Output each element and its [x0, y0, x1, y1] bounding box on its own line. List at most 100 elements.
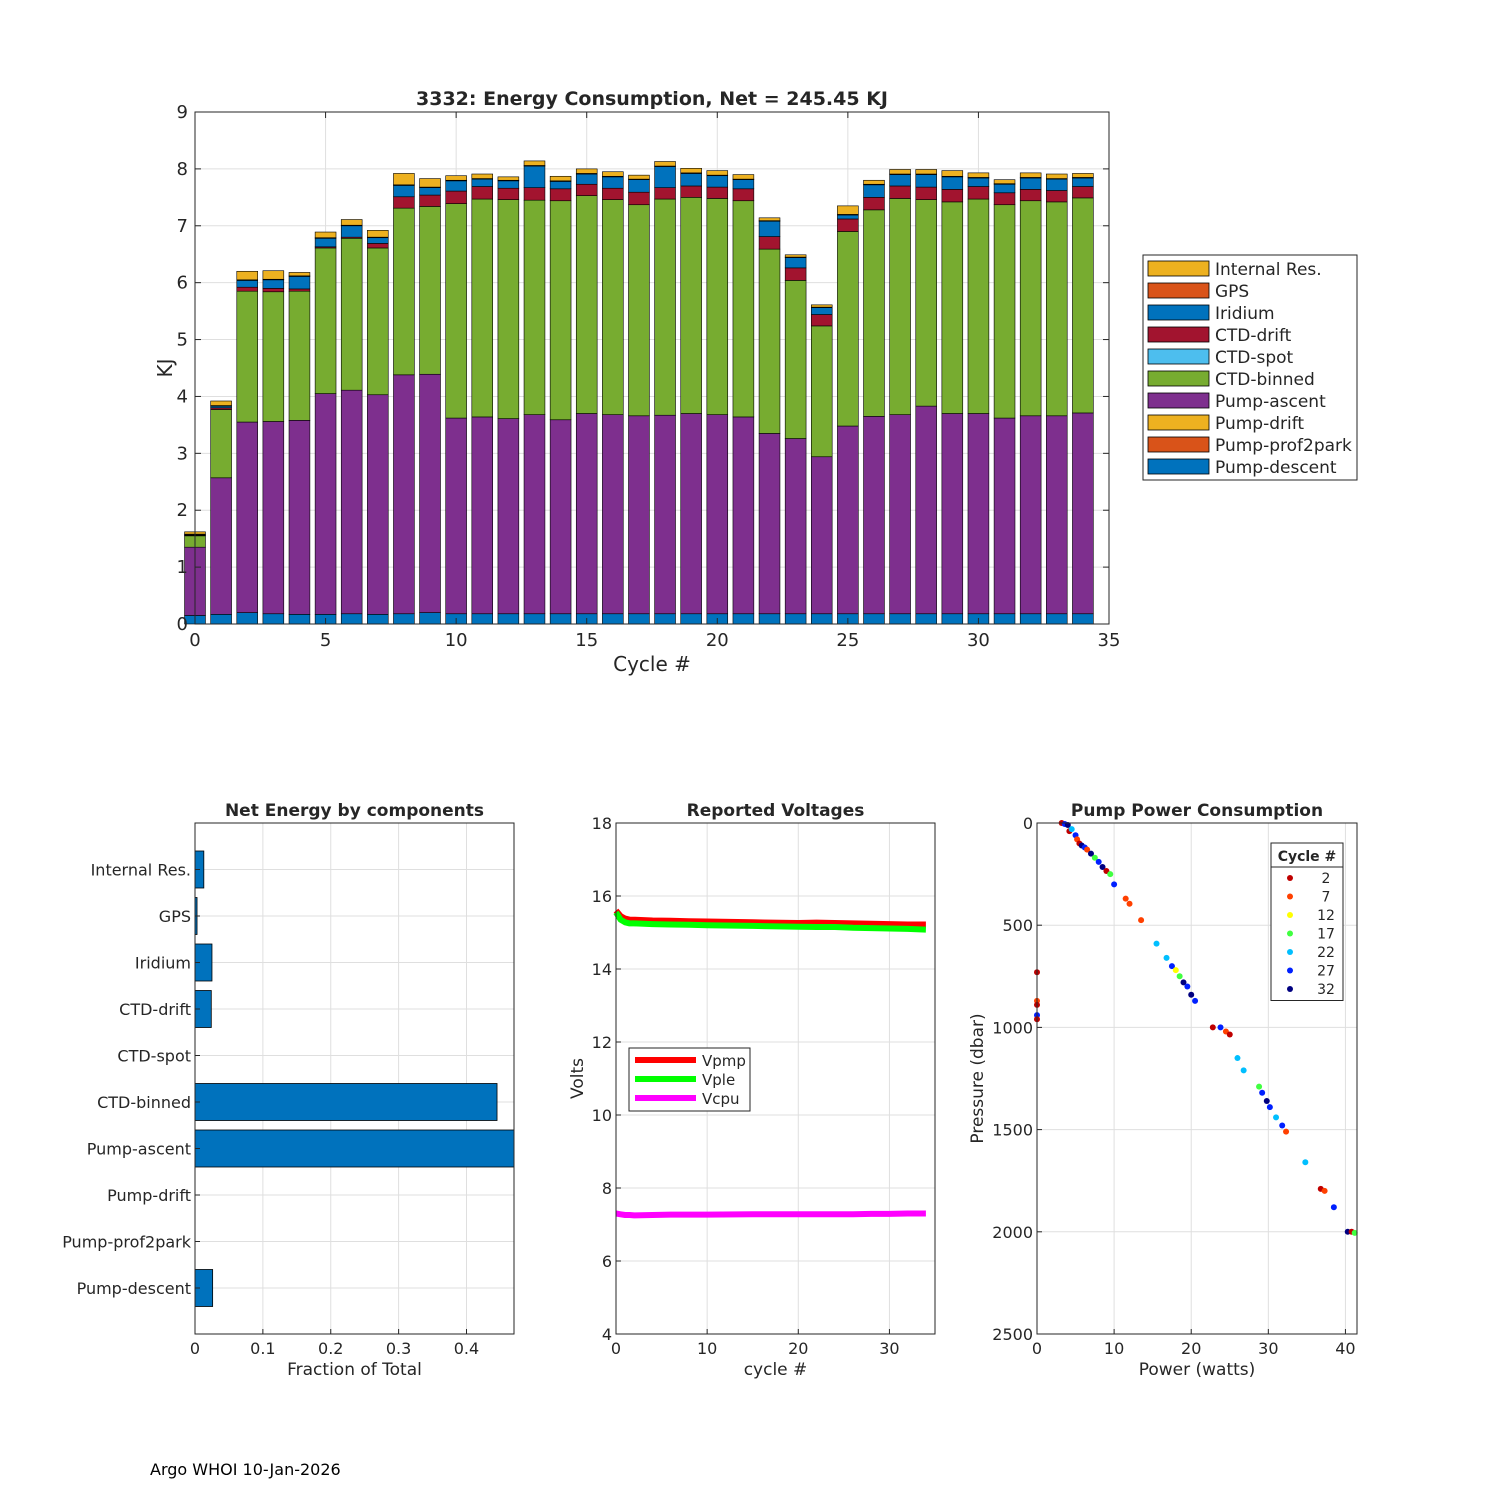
y-tick-label: 5 — [177, 330, 188, 351]
x-tick-label: 0.2 — [318, 1339, 343, 1358]
bar-iridium — [915, 174, 937, 188]
scatter-point — [1153, 940, 1160, 947]
scatter-point — [1084, 846, 1091, 853]
bar-iridium — [1072, 177, 1094, 187]
plot-box — [1036, 822, 1358, 1335]
bar-internal-res — [732, 174, 755, 180]
scatter-point — [1217, 1024, 1224, 1031]
y-tick-label: 8 — [602, 1179, 612, 1198]
x-tick-label: 0 — [189, 630, 200, 651]
bar-iridium — [262, 279, 285, 289]
legend-label-pump-prof2park: Pump-prof2park — [1215, 436, 1352, 456]
x-tick-label: 10 — [697, 1339, 717, 1358]
bar-ctd-binned — [236, 290, 258, 423]
x-tick-label: 40 — [1335, 1339, 1355, 1358]
bar-internal-res — [419, 178, 441, 188]
x-axis-label: Fraction of Total — [287, 1360, 422, 1380]
chart-title: Reported Voltages — [687, 801, 865, 821]
bar-internal-res — [367, 230, 389, 238]
bar-pump-descent — [549, 613, 572, 625]
legend-swatch-iridium — [1147, 304, 1210, 321]
bar-internal-res — [288, 272, 311, 277]
scatter-point — [1091, 854, 1098, 861]
bar-pump-descent — [810, 613, 833, 625]
bar-ctd-binned — [993, 204, 1016, 419]
legend-box — [1270, 842, 1344, 1001]
bar-ctd-binned — [810, 325, 833, 458]
legend-label-pump-ascent: Pump-ascent — [1215, 392, 1326, 412]
bar-iridium — [236, 280, 258, 288]
y-tick-label: 12 — [592, 1033, 612, 1052]
bar-iridium — [810, 307, 833, 315]
y-tick-label: 18 — [592, 814, 612, 833]
plot-box — [615, 822, 936, 1335]
bar-ctd-binned — [549, 200, 572, 421]
y-tick-label: 9 — [177, 102, 188, 123]
bar-internal-res — [602, 171, 624, 177]
bar-ctd-drift — [262, 288, 285, 293]
y-tick-label: 3 — [177, 443, 188, 464]
bar-ctd-drift — [915, 186, 937, 200]
bar-ctd-binned — [967, 198, 990, 414]
scatter-point — [1068, 826, 1075, 833]
bar-ctd-binned — [837, 231, 859, 427]
bar-internal-res — [340, 219, 363, 226]
y-tick-label: 16 — [592, 887, 612, 906]
bar-iridium — [993, 183, 1016, 194]
bar-pump-descent — [915, 613, 937, 625]
bar-internal-res — [628, 174, 650, 180]
bar-pump-descent — [993, 613, 1016, 625]
scatter-point — [1279, 1122, 1286, 1129]
legend-label-ctd-binned: CTD-binned — [1215, 370, 1315, 390]
bar-pump-ascent — [236, 421, 258, 613]
y-tick-label: Pump-ascent — [87, 1140, 191, 1159]
y-tick-label: GPS — [159, 907, 191, 926]
bar-pump-descent — [628, 613, 650, 625]
legend-swatch-pump-ascent — [1147, 392, 1210, 409]
bar-pump-ascent — [1019, 415, 1042, 615]
bar-pump-ascent — [549, 419, 572, 615]
y-axis-label: Volts — [568, 1058, 588, 1099]
y-tick-label: 4 — [602, 1325, 612, 1344]
bar-iridium — [628, 179, 650, 193]
bar-iridium — [549, 181, 572, 190]
y-tick-label: 0 — [177, 614, 188, 635]
y-tick-label: Internal Res. — [91, 861, 191, 880]
legend-swatch-pump-descent — [1147, 458, 1210, 475]
bar-ctd-drift — [784, 267, 807, 281]
bar-pump-descent — [236, 612, 258, 625]
bar-ctd-drift — [602, 187, 624, 200]
pump-power-chart: 0 10 20 30 40 0 500 1000 1500 2000 2500 Pump Power … — [968, 801, 1358, 1380]
bar-internal-res — [863, 179, 885, 185]
legend-label-cycle-12: 12 — [1317, 908, 1335, 924]
bar-pump-ascent — [941, 413, 964, 615]
legend-swatch-internal-res — [1147, 260, 1210, 277]
y-tick-label: 6 — [177, 273, 188, 294]
bar-pump-ascent — [810, 456, 833, 615]
bar-pump-ascent — [889, 414, 911, 615]
x-tick-label: 20 — [788, 1339, 808, 1358]
bar-pump-ascent — [575, 413, 598, 615]
bar-ctd-binned — [340, 237, 363, 391]
bar-internal-res — [523, 160, 546, 166]
bar-iridium — [575, 173, 598, 185]
bar-ctd-binned — [419, 206, 441, 375]
bar-ctd-drift — [810, 314, 833, 327]
bar-ctd-drift — [680, 185, 702, 198]
bar-pump-descent — [784, 613, 807, 625]
legend-swatch-gps — [1147, 282, 1210, 299]
y-tick-label: 1500 — [992, 1121, 1033, 1140]
bar-pump-ascent — [497, 418, 520, 615]
bar-ctd-drift — [445, 190, 467, 204]
chart-title: 3332: Energy Consumption, Net = 245.45 K… — [416, 88, 888, 110]
bar-ctd-binned — [915, 199, 937, 407]
bar-internal-res — [810, 304, 833, 308]
bar-iridium — [497, 180, 520, 189]
x-tick-label: 0.4 — [454, 1339, 479, 1358]
scatter-point — [1126, 900, 1133, 907]
x-axis-label: cycle # — [744, 1360, 808, 1380]
scatter-point — [1234, 1055, 1241, 1062]
bar-internal-res — [758, 217, 781, 221]
scatter-point — [1176, 973, 1183, 980]
legend-swatch-ctd-drift — [1147, 326, 1210, 343]
